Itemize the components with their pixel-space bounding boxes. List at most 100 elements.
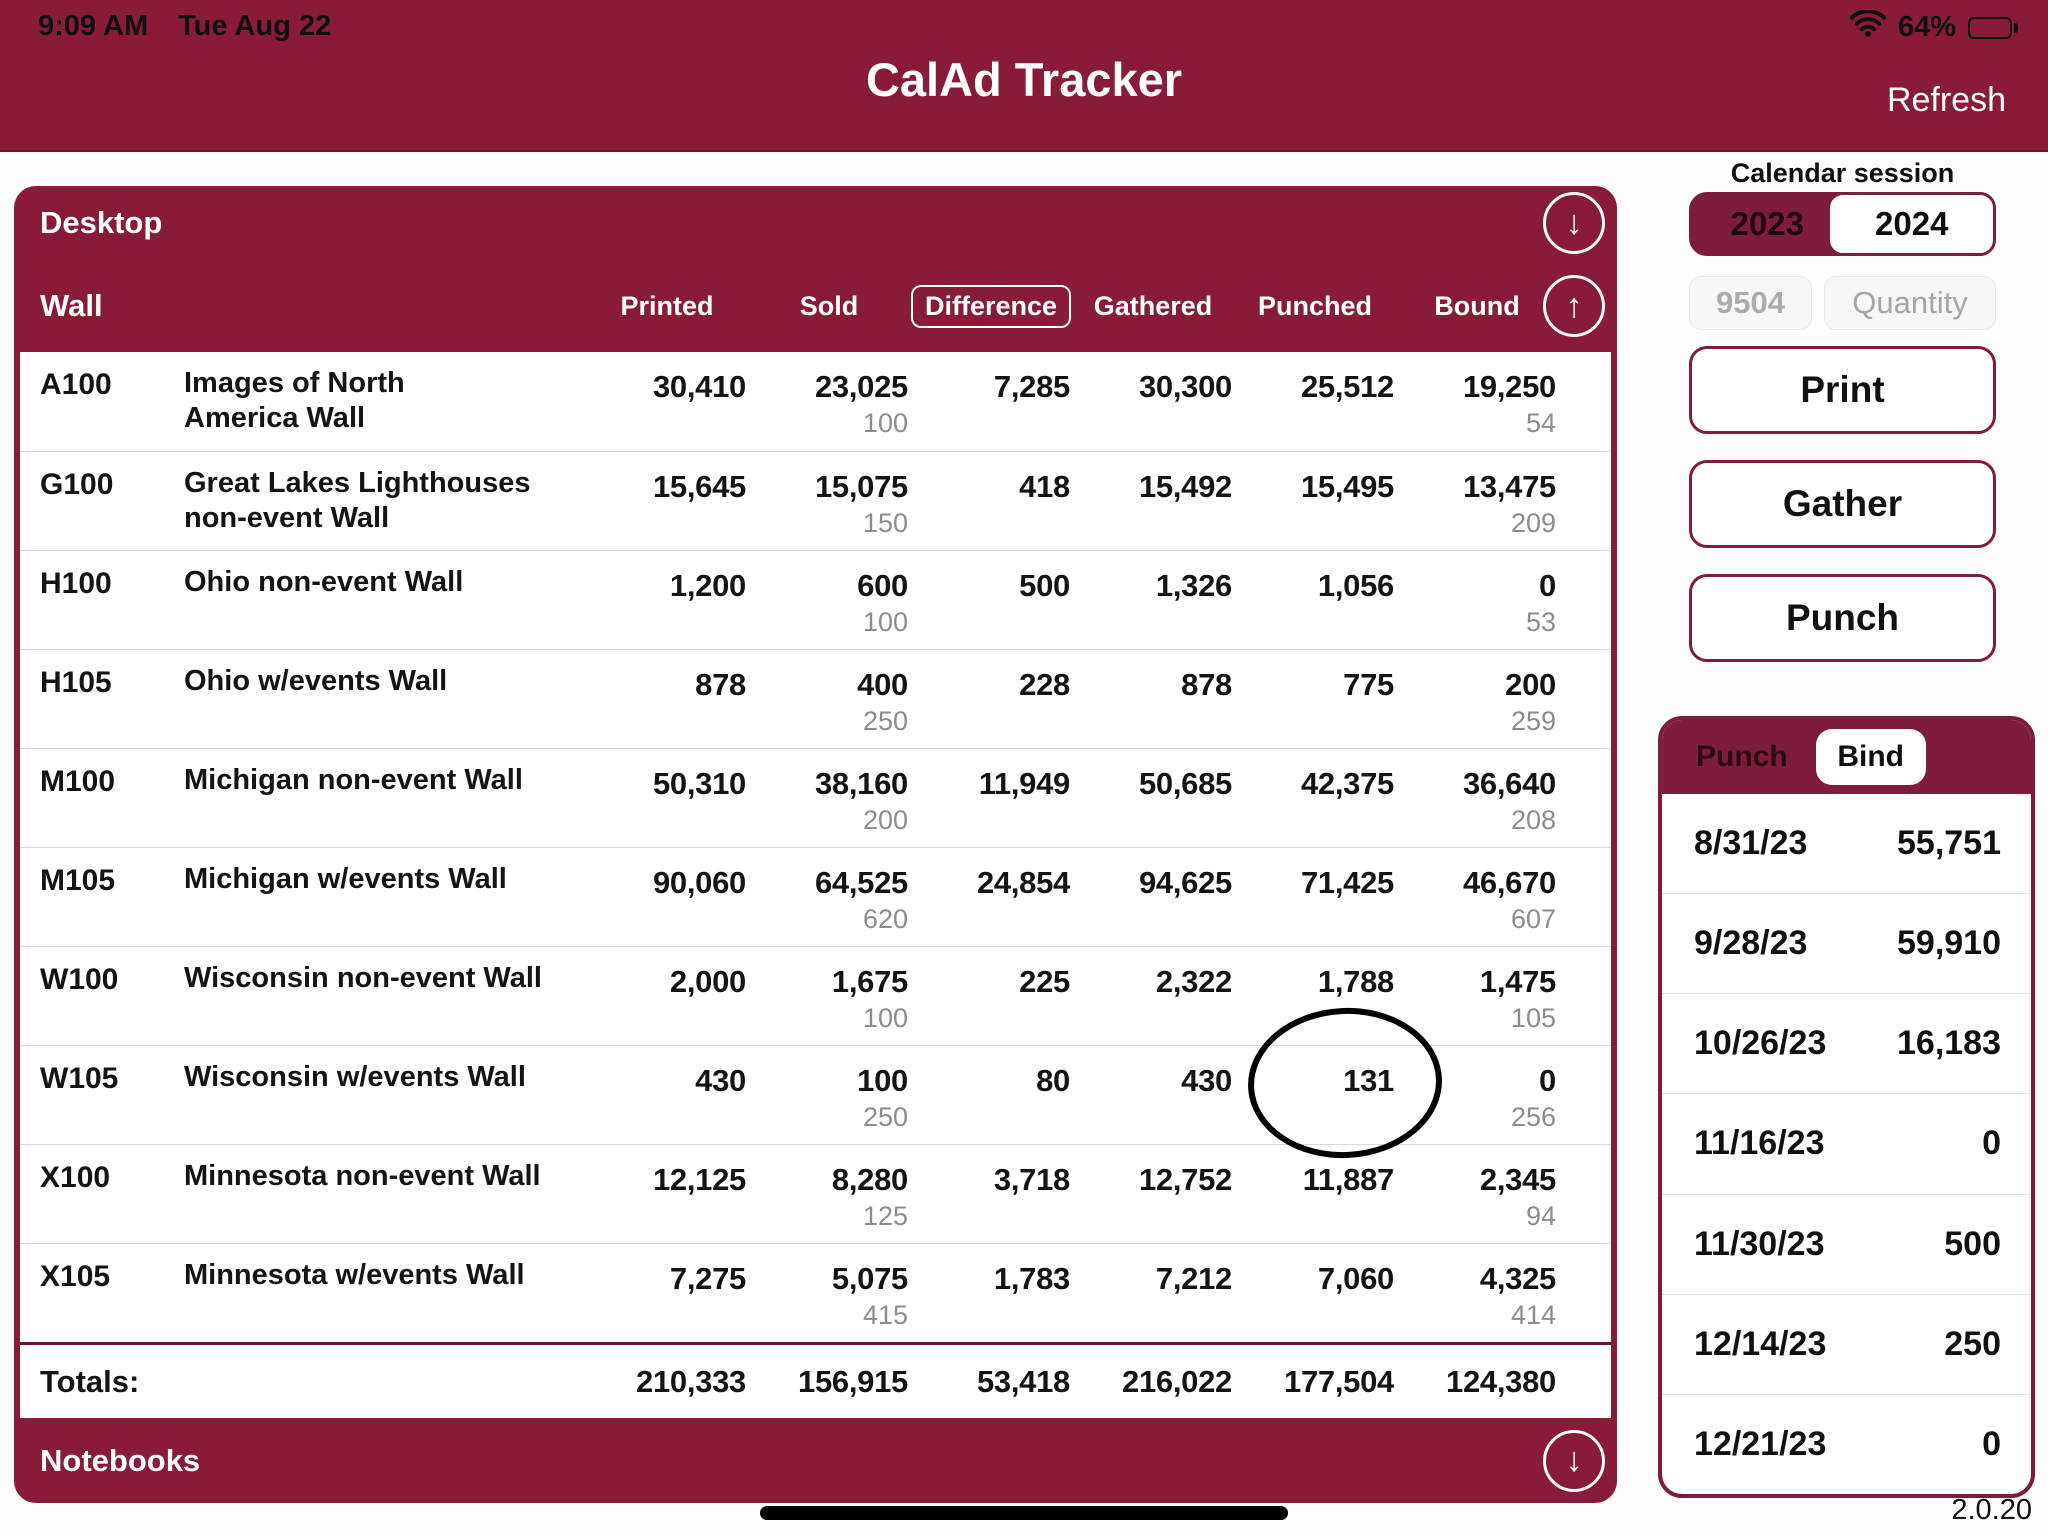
totals-bound: 124,380 (1446, 1364, 1556, 1399)
cell-printed: 7,275 (669, 1261, 746, 1296)
bound-subvalue: 53 (1525, 607, 1556, 637)
cell-gathered: 1,326 (1155, 568, 1232, 603)
table-row[interactable]: M100 Michigan non-event Wall 50,310 38,1… (20, 748, 1611, 847)
cell-bound: 0 53 (1525, 568, 1556, 637)
bound-subvalue: 54 (1525, 408, 1556, 438)
schedule-row[interactable]: 8/31/23 55,751 (1662, 794, 2031, 895)
home-indicator[interactable] (760, 1506, 1288, 1520)
column-header-printed[interactable]: Printed (620, 290, 714, 321)
schedule-row[interactable]: 11/16/23 0 (1662, 1094, 2031, 1195)
sold-subvalue: 125 (862, 1201, 908, 1231)
cell-bound: 0 256 (1510, 1063, 1556, 1132)
cell-sold: 600 100 (857, 568, 908, 637)
wall-collapse-button[interactable]: ↑ (1543, 275, 1605, 337)
battery-percent: 64% (1897, 11, 1956, 43)
table-row[interactable]: H100 Ohio non-event Wall 1,200 600 100 50… (20, 550, 1611, 649)
punch-bind-card: Punch Bind 8/31/23 55,751 9/28/23 59,910… (1658, 716, 2035, 1498)
gather-button[interactable]: Gather (1689, 460, 1996, 548)
cell-bound: 36,640 208 (1462, 766, 1556, 835)
table-row[interactable]: M105 Michigan w/events Wall 90,060 64,52… (20, 847, 1611, 946)
cell-difference: 7,285 (993, 369, 1070, 404)
column-header-punched[interactable]: Punched (1257, 290, 1372, 321)
cell-printed: 1,200 (669, 568, 746, 603)
cell-gathered: 878 (1181, 667, 1232, 702)
row-code: X100 (40, 1161, 111, 1194)
print-button[interactable]: Print (1689, 346, 1996, 434)
cell-punched: 42,375 (1300, 766, 1394, 801)
cell-sold: 8,280 125 (831, 1162, 908, 1231)
schedule-value: 16,183 (1897, 1024, 2001, 1063)
desktop-section-title: Desktop (40, 205, 163, 240)
row-code: W105 (40, 1062, 119, 1095)
table-row[interactable]: W105 Wisconsin w/events Wall 430 100 250 … (20, 1045, 1611, 1144)
schedule-row[interactable]: 9/28/23 59,910 (1662, 894, 2031, 995)
cell-sold: 1,675 100 (831, 964, 908, 1033)
row-code: H105 (40, 666, 112, 699)
cell-sold: 100 250 (857, 1063, 908, 1132)
punch-button[interactable]: Punch (1689, 574, 1996, 662)
cell-punched: 775 (1343, 667, 1394, 702)
year-segmented-control: 2023 2024 (1689, 192, 1996, 256)
schedule-value: 59,910 (1897, 924, 2001, 963)
session-number-input[interactable] (1689, 276, 1812, 330)
year-tab-2023[interactable]: 2023 (1730, 205, 1804, 242)
tab-punch[interactable]: Punch (1696, 740, 1788, 773)
row-code: A100 (40, 368, 112, 401)
bound-subvalue: 256 (1510, 1102, 1556, 1132)
cell-bound: 46,670 607 (1462, 865, 1556, 934)
schedule-list: 8/31/23 55,751 9/28/23 59,910 10/26/23 1… (1662, 794, 2031, 1494)
schedule-date: 8/31/23 (1694, 824, 1808, 863)
totals-printed: 210,333 (636, 1364, 746, 1399)
table-row[interactable]: W100 Wisconsin non-event Wall 2,000 1,67… (20, 946, 1611, 1045)
year-tab-2024[interactable]: 2024 (1827, 192, 1996, 256)
cell-sold: 64,525 620 (814, 865, 908, 934)
bound-subvalue: 209 (1510, 508, 1556, 538)
totals-punched: 177,504 (1284, 1364, 1394, 1399)
desktop-panel: Desktop ↓ Wall Printed Sold Difference G… (14, 186, 1617, 1503)
cell-printed: 90,060 (652, 865, 746, 900)
column-header-bound[interactable]: Bound (1434, 290, 1520, 321)
schedule-date: 10/26/23 (1694, 1024, 1827, 1063)
cell-gathered: 12,752 (1138, 1162, 1232, 1197)
row-code: M105 (40, 864, 116, 897)
cell-punched: 25,512 (1300, 369, 1394, 404)
row-code: H100 (40, 567, 112, 600)
cell-difference: 225 (1019, 964, 1070, 999)
sold-subvalue: 150 (862, 508, 908, 538)
row-name: Great Lakes Lighthouses non-event Wall (184, 467, 531, 534)
schedule-row[interactable]: 10/26/23 16,183 (1662, 994, 2031, 1095)
row-name: Ohio non-event Wall (184, 566, 464, 598)
schedule-date: 12/21/23 (1694, 1424, 1827, 1463)
cell-printed: 2,000 (669, 964, 746, 999)
cell-bound: 19,250 54 (1462, 369, 1556, 438)
table-row[interactable]: X105 Minnesota w/events Wall 7,275 5,075… (20, 1243, 1611, 1342)
column-header-sold[interactable]: Sold (799, 290, 859, 321)
cell-printed: 15,645 (652, 469, 746, 504)
desktop-section-header: Desktop ↓ (14, 186, 1617, 260)
row-name: Minnesota non-event Wall (184, 1160, 541, 1192)
sold-subvalue: 250 (862, 1102, 908, 1132)
schedule-date: 12/14/23 (1694, 1324, 1827, 1363)
desktop-collapse-button[interactable]: ↓ (1543, 192, 1605, 254)
cell-difference: 11,949 (978, 766, 1071, 801)
calendar-session-label: Calendar session (1730, 158, 1955, 188)
refresh-button[interactable]: Refresh (1881, 80, 2012, 121)
cell-printed: 12,125 (652, 1162, 746, 1197)
table-row[interactable]: H105 Ohio w/events Wall 878 400 250 228 8… (20, 649, 1611, 748)
column-header-gathered[interactable]: Gathered (1093, 290, 1213, 321)
cell-punched: 131 (1343, 1063, 1394, 1098)
tab-bind[interactable]: Bind (1815, 729, 1926, 785)
schedule-row[interactable]: 12/14/23 250 (1662, 1295, 2031, 1395)
schedule-row[interactable]: 12/21/23 0 (1662, 1395, 2031, 1494)
row-name: Michigan non-event Wall (184, 764, 523, 796)
cell-difference: 24,854 (976, 865, 1070, 900)
cell-bound: 200 259 (1505, 667, 1556, 736)
notebooks-expand-button[interactable]: ↓ (1543, 1429, 1605, 1492)
table-row[interactable]: A100 Images of North America Wall 30,410… (20, 352, 1611, 451)
table-row[interactable]: X100 Minnesota non-event Wall 12,125 8,2… (20, 1144, 1611, 1243)
column-header-difference[interactable]: Difference (910, 284, 1072, 328)
table-row[interactable]: G100 Great Lakes Lighthouses non-event W… (20, 451, 1611, 550)
quantity-input[interactable] (1824, 276, 1996, 330)
notebooks-section-title: Notebooks (40, 1442, 201, 1478)
schedule-row[interactable]: 11/30/23 500 (1662, 1195, 2031, 1295)
